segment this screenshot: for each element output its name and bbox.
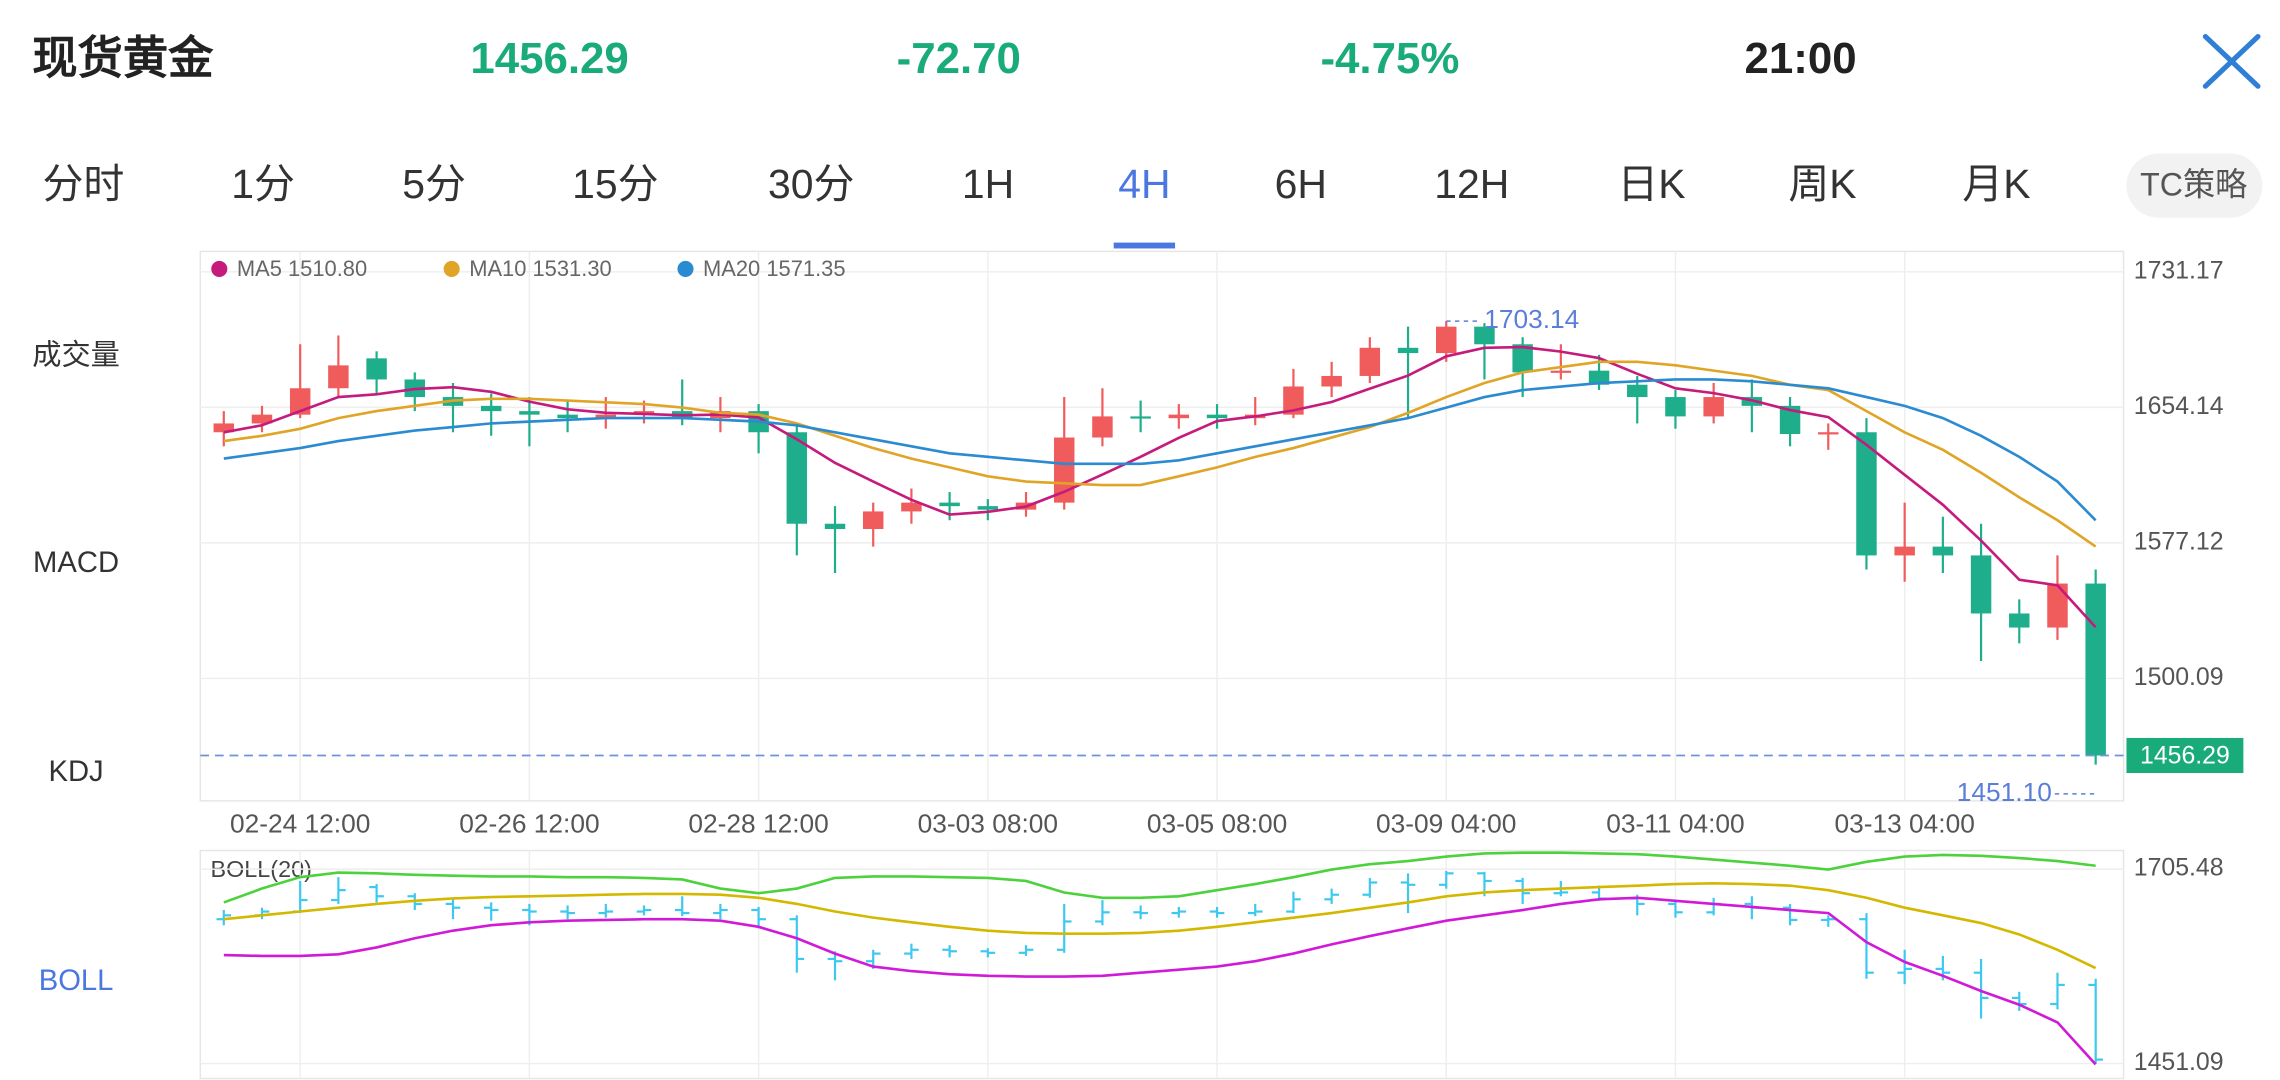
candle-body: [595, 414, 617, 419]
tab[interactable]: 4H: [1118, 161, 1170, 207]
indicator-tab[interactable]: MACD: [33, 547, 119, 579]
indicator-line: [223, 360, 2097, 548]
y-tick-label: 1654.14: [2134, 393, 2224, 420]
candle-body: [480, 405, 502, 412]
tab[interactable]: 日K: [1617, 161, 1685, 207]
candle-body: [1627, 384, 1648, 398]
x-tick-label: 02-28 12:00: [688, 809, 828, 839]
candle-body: [366, 358, 387, 380]
change: -72.70: [897, 34, 1021, 83]
tc-pill: [2126, 153, 2263, 218]
candle-body: [939, 502, 960, 507]
candle-body: [1665, 397, 1686, 417]
candle-body: [1894, 546, 1915, 556]
candle-body: [786, 432, 808, 524]
close-button[interactable]: [2202, 33, 2261, 89]
tab[interactable]: 1H: [962, 161, 1014, 207]
candle-body: [213, 423, 235, 433]
x-tick-label: 02-26 12:00: [459, 809, 599, 839]
x-tick-label: 03-11 04:00: [1606, 809, 1744, 839]
indicator-tab[interactable]: 成交量: [32, 338, 120, 371]
candle-body: [1818, 432, 1839, 435]
candle-body: [1474, 326, 1495, 345]
legend-label: MA5 1510.80: [237, 256, 367, 281]
tab[interactable]: TC策略: [2140, 167, 2247, 203]
indicator-tab[interactable]: KDJ: [48, 756, 103, 788]
candle-body: [557, 414, 578, 419]
indicator-line: [223, 345, 2097, 629]
candle-body: [1550, 370, 1572, 373]
candle-body: [1053, 437, 1075, 503]
legend-dot: [677, 260, 694, 277]
tab[interactable]: 12H: [1434, 161, 1509, 207]
last-price-box: [2126, 737, 2244, 774]
annotation: 1451.10: [1957, 777, 2052, 807]
y-tick-label: 1500.09: [2134, 664, 2224, 691]
y-tick-label: 1705.48: [2134, 855, 2224, 882]
candle-body: [1932, 546, 1954, 556]
x-tick-label: 02-24 12:00: [230, 809, 370, 839]
legend-dot: [211, 260, 228, 277]
x-tick-label: 03-13 04:00: [1834, 809, 1974, 839]
candle-body: [1397, 347, 1419, 354]
y-tick-label: 1451.09: [2134, 1049, 2224, 1076]
instrument-title: 现货黄金: [32, 32, 214, 83]
candle-body: [2047, 583, 2068, 628]
candle-body: [1130, 416, 1151, 419]
candle-body: [1206, 414, 1228, 419]
price: 1456.29: [470, 34, 628, 83]
candle-body: [824, 523, 846, 530]
time: 21:00: [1745, 34, 1857, 83]
legend-dot: [443, 260, 460, 277]
candle-body: [1283, 386, 1304, 415]
candle-body: [251, 414, 273, 424]
candle-body: [1512, 344, 1533, 373]
tab[interactable]: 6H: [1275, 161, 1327, 207]
candle-body: [1359, 347, 1381, 376]
x-tick-label: 03-03 08:00: [918, 809, 1058, 839]
legend-label: MA10 1531.30: [469, 256, 611, 281]
x-tick-label: 03-05 08:00: [1147, 809, 1287, 839]
main-frame: [199, 250, 2125, 802]
tab[interactable]: 分时: [42, 161, 124, 207]
candle-body: [862, 511, 884, 530]
tab[interactable]: 1分: [231, 161, 295, 207]
candle-body: [1856, 432, 1877, 556]
candle-body: [1092, 416, 1113, 438]
candle-body: [977, 506, 999, 510]
x-tick-label: 03-09 04:00: [1376, 809, 1516, 839]
candle-body: [2085, 583, 2106, 756]
indicator-line: [223, 896, 2097, 1066]
candle-body: [1588, 370, 1610, 385]
candle-body: [328, 365, 349, 389]
candle-body: [519, 411, 540, 415]
indicator-line: [223, 378, 2097, 522]
candle-body: [1321, 375, 1342, 387]
candle-body: [1703, 397, 1724, 417]
candle-body: [1970, 555, 1992, 614]
candle-body: [1168, 414, 1190, 419]
tab-underline: [1113, 242, 1176, 249]
indicator-tab[interactable]: BOLL: [39, 965, 114, 997]
candle-body: [1436, 326, 1457, 354]
boll-frame: [199, 849, 2125, 1080]
tab[interactable]: 周K: [1788, 161, 1856, 207]
tab[interactable]: 月K: [1962, 161, 2030, 207]
close-icon: [2202, 33, 2261, 89]
candle-body: [2009, 613, 2030, 628]
tab[interactable]: 5分: [402, 161, 466, 207]
y-tick-label: 1731.17: [2134, 257, 2224, 284]
candle-body: [901, 502, 922, 512]
annotation: 1703.14: [1484, 304, 1579, 334]
change-pct: -4.75%: [1320, 34, 1459, 83]
indicator-line: [223, 851, 2096, 904]
legend-label: MA20 1571.35: [703, 256, 846, 281]
tab[interactable]: 30分: [768, 161, 854, 207]
indicator-line: [223, 881, 2097, 970]
candle-body: [1779, 405, 1801, 435]
last-price-label: 1456.29: [2140, 743, 2230, 770]
y-tick-label: 1577.12: [2134, 528, 2224, 555]
tab[interactable]: 15分: [572, 161, 658, 207]
